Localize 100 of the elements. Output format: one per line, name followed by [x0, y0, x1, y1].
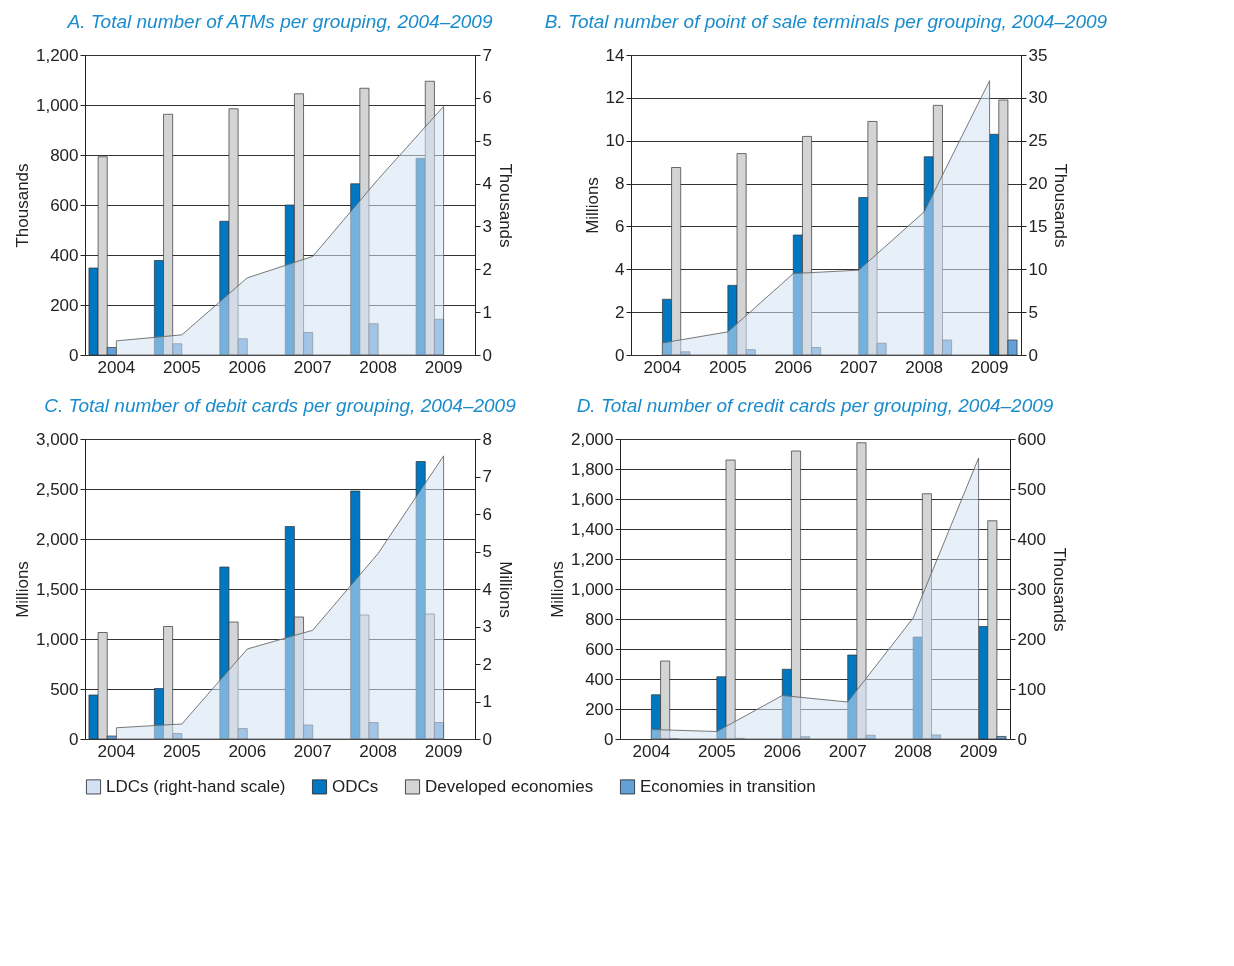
y-tick-label: 6 [615, 216, 625, 236]
x-tick-label: 2008 [894, 741, 933, 761]
y-tick-label: 8 [615, 174, 625, 194]
y2-tick-label: 2 [482, 654, 492, 674]
y2-axis-title: Thousands [1049, 547, 1069, 632]
y-axis-title: Millions [582, 177, 602, 234]
y2-axis-title: Millions [495, 561, 515, 618]
y-tick-label: 200 [585, 699, 614, 719]
y-tick-label: 0 [69, 729, 79, 749]
y2-tick-label: 0 [482, 345, 492, 365]
y2-tick-label: 100 [1017, 679, 1046, 699]
y-tick-label: 1,000 [570, 579, 614, 599]
x-tick-label: 2008 [359, 741, 398, 761]
y2-tick-label: 3 [482, 216, 492, 236]
y-tick-label: 2 [615, 302, 625, 322]
y-tick-label: 800 [50, 145, 79, 165]
x-tick-label: 2007 [828, 741, 867, 761]
y-tick-label: 12 [605, 88, 625, 108]
y-tick-label: 1,000 [35, 629, 79, 649]
y2-tick-label: 5 [1028, 302, 1038, 322]
y2-tick-label: 7 [482, 467, 492, 486]
y-tick-label: 3,000 [35, 429, 79, 449]
legend-label: ODCs [332, 776, 379, 796]
y-tick-label: 1,400 [570, 519, 614, 539]
y2-tick-label: 0 [1017, 729, 1027, 749]
x-tick-label: 2004 [97, 357, 136, 377]
y2-axis-title: Thousands [495, 163, 515, 248]
y-tick-label: 0 [615, 345, 625, 365]
legend-label: Developed economies [425, 776, 594, 796]
chart-title: A. Total number of ATMs per grouping, 2004–2009 [66, 11, 493, 32]
x-tick-label: 2009 [970, 357, 1009, 377]
y2-tick-label: 20 [1028, 174, 1048, 194]
y2-tick-label: 1 [482, 302, 492, 322]
legend-label: LDCs (right-hand scale) [106, 776, 286, 796]
y-tick-label: 2,500 [35, 479, 79, 499]
x-tick-label: 2005 [162, 357, 201, 377]
y2-tick-label: 4 [482, 579, 492, 599]
y-axis-title: Millions [547, 561, 567, 618]
x-tick-label: 2008 [359, 357, 398, 377]
x-tick-label: 2006 [763, 741, 802, 761]
y2-tick-label: 0 [1028, 345, 1038, 365]
y2-tick-label: 8 [482, 429, 492, 449]
y2-axis-title: Thousands [1051, 163, 1071, 248]
x-tick-label: 2004 [97, 741, 136, 761]
y2-tick-label: 30 [1028, 88, 1048, 108]
chart-title: D. Total number of credit cards per grouping, 2004–2009 [576, 395, 1054, 416]
y-tick-label: 600 [585, 639, 614, 659]
y-tick-label: 600 [50, 195, 79, 215]
y-tick-label: 800 [585, 609, 614, 629]
y2-tick-label: 0 [482, 729, 492, 749]
y2-tick-label: 4 [482, 174, 492, 194]
x-tick-label: 2005 [162, 741, 201, 761]
y-tick-label: 500 [50, 679, 79, 699]
y-tick-label: 1,600 [570, 489, 614, 509]
y-tick-label: 200 [50, 295, 79, 315]
y-tick-label: 14 [605, 45, 625, 65]
y2-tick-label: 6 [482, 88, 492, 108]
y2-tick-label: 600 [1017, 429, 1046, 449]
x-tick-label: 2007 [839, 357, 878, 377]
y-tick-label: 4 [615, 259, 625, 279]
chart-title: C. Total number of debit cards per grouping, 2004–2009 [44, 395, 517, 416]
y2-tick-label: 6 [482, 504, 492, 524]
y2-tick-label: 1 [482, 692, 492, 711]
x-tick-label: 2004 [643, 357, 682, 377]
y2-tick-label: 300 [1017, 579, 1046, 599]
y-tick-label: 0 [69, 345, 79, 365]
x-tick-label: 2005 [708, 357, 747, 377]
legend-label: Economies in transition [640, 776, 816, 796]
y-tick-label: 0 [604, 729, 614, 749]
y-tick-label: 2,000 [35, 529, 79, 549]
chart-title: B. Total number of point of sale terminals per grouping, 2004–2009 [544, 11, 1108, 32]
x-tick-label: 2007 [293, 741, 332, 761]
x-tick-label: 2006 [228, 357, 267, 377]
x-tick-label: 2007 [293, 357, 332, 377]
x-tick-label: 2008 [905, 357, 944, 377]
y-axis-title: Thousands [12, 163, 32, 248]
y2-tick-label: 5 [482, 542, 492, 561]
x-tick-label: 2004 [632, 741, 671, 761]
y2-tick-label: 400 [1017, 529, 1046, 549]
y2-tick-label: 25 [1028, 131, 1048, 151]
y-tick-label: 2,000 [570, 429, 614, 449]
y-tick-label: 400 [585, 669, 614, 689]
y2-tick-label: 200 [1017, 629, 1046, 649]
y2-tick-label: 2 [482, 259, 492, 279]
y-tick-label: 1,200 [35, 45, 79, 65]
x-tick-label: 2009 [424, 741, 463, 761]
y-tick-label: 10 [605, 131, 625, 151]
x-tick-label: 2009 [959, 741, 998, 761]
y2-tick-label: 3 [482, 617, 492, 636]
y-tick-label: 1,000 [35, 95, 79, 115]
y-tick-label: 1,500 [35, 579, 79, 599]
y2-tick-label: 500 [1017, 479, 1046, 499]
y-tick-label: 1,800 [570, 459, 614, 479]
x-tick-label: 2009 [424, 357, 463, 377]
x-tick-label: 2006 [774, 357, 813, 377]
y2-tick-label: 35 [1028, 45, 1048, 65]
y2-tick-label: 7 [482, 45, 492, 65]
x-tick-label: 2005 [697, 741, 736, 761]
y2-tick-label: 5 [482, 131, 492, 151]
y-tick-label: 400 [50, 245, 79, 265]
